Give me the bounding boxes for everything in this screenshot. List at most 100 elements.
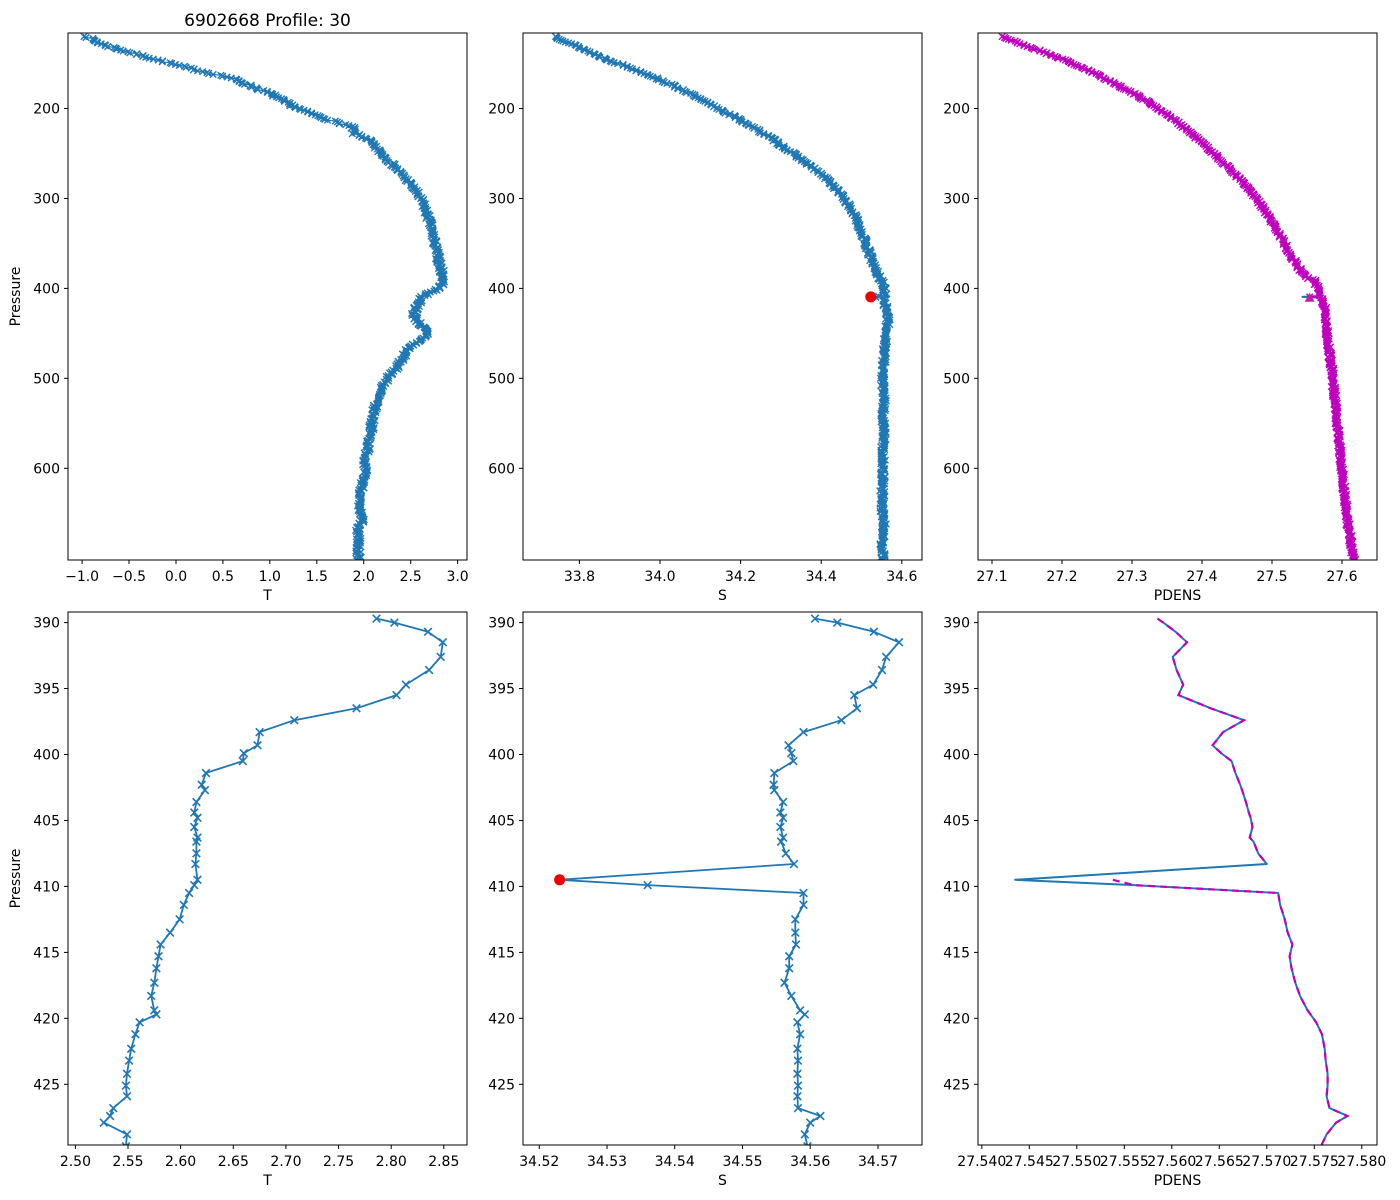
x-tick-label: 2.80 — [376, 1154, 407, 1170]
y-tick-label: 200 — [943, 102, 970, 118]
panels-group: −1.0 −0.5 0.0 0.5 1.0 1.5 2.0 2.5 3.0 200 300 400 50… — [8, 32, 1386, 1189]
plot-area-pdens-full — [998, 33, 1360, 560]
y-tick-label: 200 — [488, 102, 515, 118]
y-tick-label: 415 — [488, 945, 515, 961]
x-tick-label: 27.560 — [1147, 1154, 1196, 1170]
panel-t-full: −1.0 −0.5 0.0 0.5 1.0 1.5 2.0 2.5 3.0 200 300 400 50… — [8, 32, 469, 604]
flagged-point-marker — [554, 874, 566, 886]
figure-title: 6902668 Profile: 30 — [184, 11, 351, 31]
pdens-full-line-0 — [1002, 35, 1355, 560]
pdens-full-band-line-1 — [1001, 36, 1357, 560]
y-tick-label: 420 — [488, 1011, 515, 1027]
x-tick-label: 27.580 — [1337, 1154, 1386, 1170]
x-tick-label: 34.0 — [644, 569, 675, 585]
x-tick-label: −0.5 — [112, 569, 146, 585]
y-tick-label: 390 — [33, 616, 60, 632]
x-tick-label: 34.54 — [655, 1154, 695, 1170]
plot-area-s-zoom — [554, 614, 904, 1145]
y-tick-label: 500 — [33, 371, 60, 387]
panel-s-zoom: 34.52 34.53 34.54 34.55 34.56 34.57 390 395 400 4… — [488, 611, 923, 1189]
y-tick-label: 410 — [943, 879, 970, 895]
x-axis-label-s-zoom: S — [718, 1173, 727, 1189]
y-tick-label: 600 — [33, 461, 60, 477]
pdens-full-band-x-markers-1 — [998, 33, 1360, 560]
axes-frame-pdens-full — [977, 32, 1378, 561]
y-tick-label: 400 — [488, 281, 515, 297]
y-axis-label-t-zoom: Pressure — [8, 849, 24, 909]
panel-s-full: 33.8 34.0 34.2 34.4 34.6 200 300 400 500 600 S — [488, 32, 923, 604]
pdens-zoom-dashed-line-1 — [1112, 617, 1350, 1145]
x-tick-label: 27.1 — [976, 569, 1007, 585]
y-tick-label: 400 — [488, 748, 515, 764]
x-tick-label: 27.540 — [957, 1154, 1006, 1170]
x-tick-label: −1.0 — [65, 569, 99, 585]
x-tick-label: 34.53 — [587, 1154, 627, 1170]
y-tick-label: 500 — [943, 371, 970, 387]
x-tick-label: 1.5 — [306, 569, 328, 585]
x-tick-label: 2.70 — [270, 1154, 301, 1170]
axes-frame-t-full — [67, 32, 468, 561]
y-tick-label: 400 — [33, 281, 60, 297]
y-tick-label: 425 — [33, 1077, 60, 1093]
t-full-band-x-markers-0 — [80, 33, 449, 560]
x-tick-label: 2.75 — [323, 1154, 354, 1170]
axes-frame-s-zoom — [522, 611, 923, 1146]
x-tick-label: 0.5 — [212, 569, 234, 585]
x-tick-label: 2.5 — [400, 569, 422, 585]
y-tick-label: 420 — [943, 1011, 970, 1027]
y-tick-label: 395 — [33, 682, 60, 698]
x-tick-label: 0.0 — [165, 569, 187, 585]
x-tick-label: 34.56 — [790, 1154, 830, 1170]
x-tick-label: 34.2 — [725, 569, 756, 585]
y-tick-label: 425 — [488, 1077, 515, 1093]
y-tick-label: 415 — [33, 945, 60, 961]
x-tick-label: 27.4 — [1186, 569, 1217, 585]
x-tick-label: 2.65 — [218, 1154, 249, 1170]
x-axis-label-pdens-full: PDENS — [1154, 588, 1202, 604]
y-tick-label: 400 — [943, 281, 970, 297]
y-tick-label: 300 — [33, 192, 60, 208]
x-tick-label: 27.2 — [1046, 569, 1077, 585]
flagged-point-marker — [865, 291, 877, 303]
x-tick-label: 2.55 — [112, 1154, 143, 1170]
y-tick-label: 420 — [33, 1011, 60, 1027]
panel-pdens-full: 27.1 27.2 27.3 27.4 27.5 27.6 200 300 400 500 600 P… — [943, 32, 1378, 604]
y-tick-label: 600 — [943, 461, 970, 477]
y-axis-label-t-full: Pressure — [8, 267, 24, 327]
s-full-band-x-markers-0 — [551, 33, 894, 560]
x-tick-label: 34.57 — [858, 1154, 898, 1170]
t-zoom-line-0 — [102, 617, 444, 1145]
pdens-zoom-line-0 — [1014, 617, 1349, 1145]
y-tick-label: 600 — [488, 461, 515, 477]
y-tick-label: 500 — [488, 371, 515, 387]
y-tick-label: 395 — [943, 682, 970, 698]
x-tick-label: 34.6 — [886, 569, 917, 585]
x-axis-label-t-full: T — [262, 588, 272, 604]
y-tick-label: 300 — [943, 192, 970, 208]
x-tick-label: 27.550 — [1052, 1154, 1101, 1170]
x-tick-label: 27.3 — [1116, 569, 1147, 585]
x-tick-label: 34.4 — [806, 569, 837, 585]
plot-area-t-full — [80, 33, 449, 560]
y-tick-label: 415 — [943, 945, 970, 961]
x-tick-label: 1.0 — [259, 569, 281, 585]
x-tick-label: 34.55 — [722, 1154, 762, 1170]
x-tick-label: 2.60 — [165, 1154, 196, 1170]
s-zoom-x-markers-0 — [555, 614, 904, 1145]
y-tick-label: 405 — [488, 814, 515, 830]
y-tick-label: 400 — [943, 748, 970, 764]
x-tick-label: 27.565 — [1195, 1154, 1244, 1170]
y-tick-label: 395 — [488, 682, 515, 698]
axes-frame-t-zoom — [67, 611, 468, 1146]
y-tick-label: 390 — [488, 616, 515, 632]
y-tick-label: 405 — [33, 814, 60, 830]
axes-frame-pdens-zoom — [977, 611, 1378, 1146]
y-tick-label: 410 — [33, 879, 60, 895]
y-tick-label: 200 — [33, 102, 60, 118]
y-tick-label: 425 — [943, 1077, 970, 1093]
x-tick-label: 27.570 — [1242, 1154, 1291, 1170]
plot-area-pdens-zoom — [1014, 617, 1350, 1145]
x-tick-label: 34.52 — [519, 1154, 559, 1170]
